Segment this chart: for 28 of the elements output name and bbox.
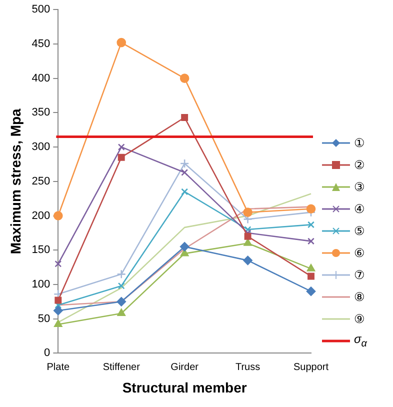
y-tick-label: 0: [44, 347, 50, 360]
legend-label: ①: [354, 136, 365, 150]
legend-label: ⑨: [354, 312, 365, 326]
legend-label: ②: [354, 158, 365, 172]
y-axis-title: Maximum stress, Mpa: [7, 108, 24, 254]
x-tick-label: Girder: [170, 362, 200, 373]
legend-label: ⑧: [354, 290, 365, 304]
y-tick-label: 450: [32, 38, 50, 50]
legend-label: ④: [354, 202, 365, 216]
y-tick-label: 500: [32, 4, 50, 16]
y-tick-label: 150: [32, 244, 50, 256]
y-tick-label: 350: [32, 106, 50, 119]
x-tick-label: Stiffener: [102, 362, 141, 373]
x-tick-label: Plate: [46, 362, 70, 373]
x-tick-label: Truss: [235, 362, 260, 373]
legend-label: σ$_{α}$: [354, 332, 367, 350]
y-tick-label: 50: [38, 312, 50, 325]
x-tick-label: Support: [293, 362, 329, 373]
legend-label: ⑦: [354, 268, 365, 282]
y-tick-label: 100: [32, 278, 50, 291]
legend-label: ⑥: [354, 246, 365, 260]
legend-label: ⑤: [354, 224, 365, 238]
y-tick-label: 300: [32, 141, 50, 154]
y-tick-label: 400: [32, 72, 50, 84]
legend-label: ③: [354, 180, 365, 194]
y-tick-label: 250: [32, 175, 50, 188]
y-tick-label: 200: [32, 210, 50, 222]
x-axis-title: Structural member: [122, 379, 248, 396]
